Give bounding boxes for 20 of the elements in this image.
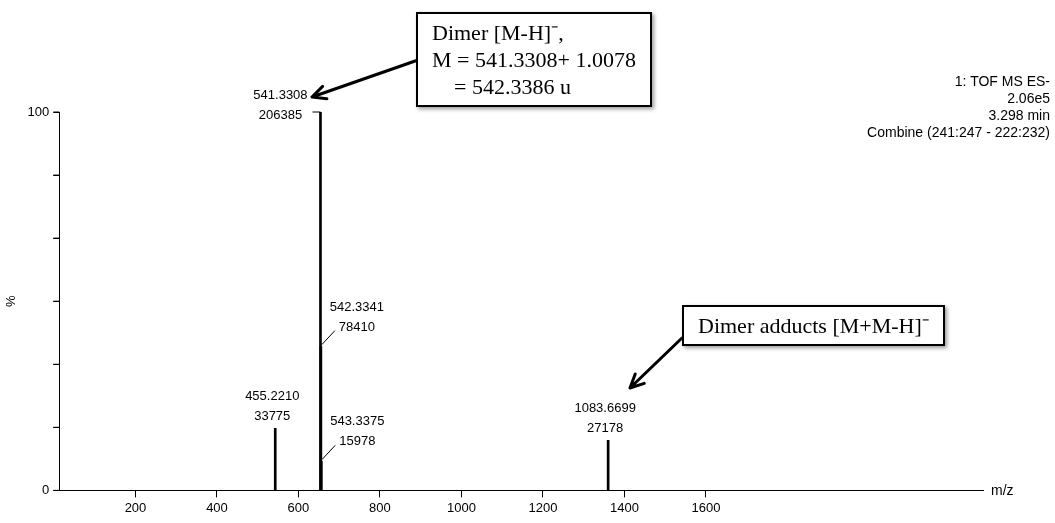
y-tick-label: 0 xyxy=(42,481,50,497)
annotation: 541.3308 206385 xyxy=(253,87,308,122)
x-tick-label: 1200 xyxy=(528,499,558,515)
annotation: 1: TOF MS ES- 2.06e5 3.298 min Combine (241:247 - 222:232) xyxy=(867,73,1050,141)
x-tick-label: 1600 xyxy=(691,499,721,515)
x-axis-title: m/z xyxy=(991,482,1014,499)
x-tick-label: 600 xyxy=(287,499,310,515)
text: Dimer [M-H]⁻, M = 541.3308+ 1.0078 = 542.3386 u xyxy=(416,12,652,107)
y-tick-label: 100 xyxy=(27,103,50,119)
annotation: 543.3375 15978 xyxy=(330,413,385,449)
x-tick-label: 1400 xyxy=(609,499,639,515)
x-tick-label: 400 xyxy=(206,499,228,515)
annotation: 455.2210 33775 xyxy=(245,388,300,424)
x-tick-label: 1000 xyxy=(446,499,476,515)
annotation: 542.3341 78410 xyxy=(329,298,384,334)
x-tick-label: 800 xyxy=(369,499,391,515)
annotation: Dimer adducts [M+M-H]⁻ xyxy=(682,305,945,346)
x-tick-label: 200 xyxy=(124,499,147,515)
y-axis-title: % xyxy=(3,294,19,307)
annotation: 1083.6699 27178 xyxy=(574,400,636,436)
